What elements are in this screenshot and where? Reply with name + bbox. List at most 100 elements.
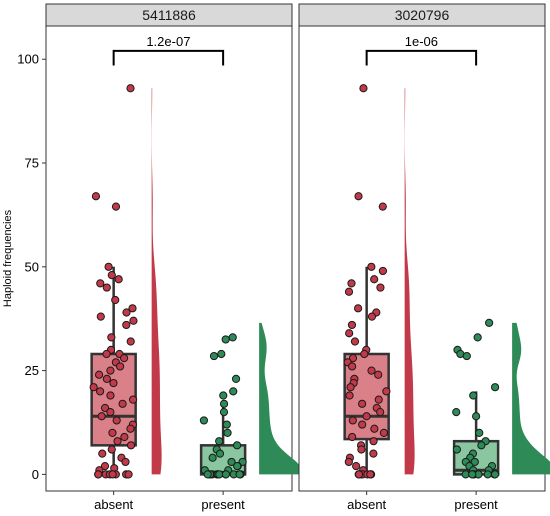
data-point (128, 395, 138, 404)
data-point (348, 432, 357, 442)
data-point (219, 399, 229, 408)
data-point (223, 428, 232, 437)
data-point (100, 461, 110, 471)
data-point (348, 362, 357, 371)
facet-strip-label: 5411886 (142, 7, 196, 23)
x-tick-label: present (201, 497, 245, 512)
significance-bracket (112, 49, 225, 66)
data-point (215, 470, 224, 479)
data-point (199, 416, 209, 425)
data-point (94, 470, 103, 479)
data-point (370, 275, 379, 284)
data-point (126, 337, 135, 346)
data-point (370, 424, 379, 433)
data-point (352, 461, 361, 471)
violin-absent (151, 88, 162, 475)
violin-present (259, 322, 302, 475)
data-point (215, 437, 224, 446)
data-point (215, 449, 225, 458)
data-point (124, 470, 133, 479)
data-point (367, 312, 377, 321)
data-point (221, 335, 230, 344)
data-point (475, 428, 484, 437)
data-point (235, 470, 244, 479)
data-point (126, 424, 135, 433)
data-point (231, 374, 241, 384)
data-point (360, 349, 369, 359)
data-point (344, 457, 353, 467)
data-point (108, 428, 117, 437)
data-point (126, 441, 136, 450)
data-point (485, 318, 494, 327)
data-point (219, 391, 228, 400)
x-tick-label: absent (94, 497, 133, 512)
data-point (369, 449, 378, 458)
data-point (354, 304, 363, 313)
data-point (104, 262, 113, 271)
data-point (97, 412, 106, 421)
data-point (348, 354, 358, 363)
data-point (118, 399, 127, 408)
data-point (114, 275, 123, 284)
data-point (107, 271, 116, 280)
data-point (106, 408, 115, 417)
data-point (232, 441, 242, 450)
violin-present (512, 322, 550, 475)
y-tick-label: 100 (17, 52, 39, 67)
data-point (106, 391, 115, 400)
data-point (119, 354, 129, 363)
group-absent: absent (89, 84, 162, 512)
data-point (469, 391, 478, 400)
data-point (229, 387, 238, 396)
data-point (347, 279, 356, 288)
data-point (490, 383, 500, 392)
data-point (367, 366, 376, 375)
data-point (126, 84, 135, 93)
panel-frame (45, 25, 293, 492)
data-point (468, 470, 477, 479)
data-point (111, 202, 121, 211)
x-tick-label: present (454, 497, 498, 512)
y-tick-label: 0 (32, 467, 39, 482)
data-point (452, 408, 461, 417)
data-point (483, 470, 492, 479)
data-point (222, 420, 231, 429)
data-point (376, 408, 385, 417)
x-tick-label: absent (347, 497, 386, 512)
data-point (102, 349, 111, 359)
significance-bracket (365, 49, 478, 66)
data-point (470, 457, 479, 467)
data-point (354, 192, 363, 201)
data-point (102, 374, 111, 384)
data-point (362, 412, 371, 421)
data-point (367, 262, 376, 271)
data-point (359, 84, 368, 93)
data-point (348, 416, 357, 425)
data-point (102, 283, 111, 292)
data-point (203, 470, 212, 479)
data-point (228, 333, 237, 342)
facet-strip-label: 3020796 (395, 7, 450, 23)
data-point (98, 449, 107, 458)
data-point (112, 416, 121, 425)
data-point (209, 351, 219, 361)
data-point (345, 329, 354, 338)
data-point (233, 461, 242, 471)
p-value-label: 1.2e-07 (146, 34, 190, 49)
group-present: present (199, 322, 302, 512)
data-point (374, 370, 383, 379)
y-tick-label: 50 (25, 259, 39, 274)
data-point (96, 312, 105, 321)
data-point (107, 445, 116, 454)
data-point (369, 437, 378, 446)
data-point (91, 192, 101, 201)
data-point (122, 320, 131, 330)
data-point (111, 295, 120, 305)
y-tick-label: 75 (25, 156, 39, 171)
panel-1: 3020796 absent present 1e-06 (298, 3, 550, 512)
data-point (379, 428, 389, 437)
data-point (128, 304, 137, 313)
y-axis-title: Haploid frequencies (2, 209, 14, 307)
data-point (346, 383, 355, 392)
y-tick-label: 25 (25, 363, 39, 378)
